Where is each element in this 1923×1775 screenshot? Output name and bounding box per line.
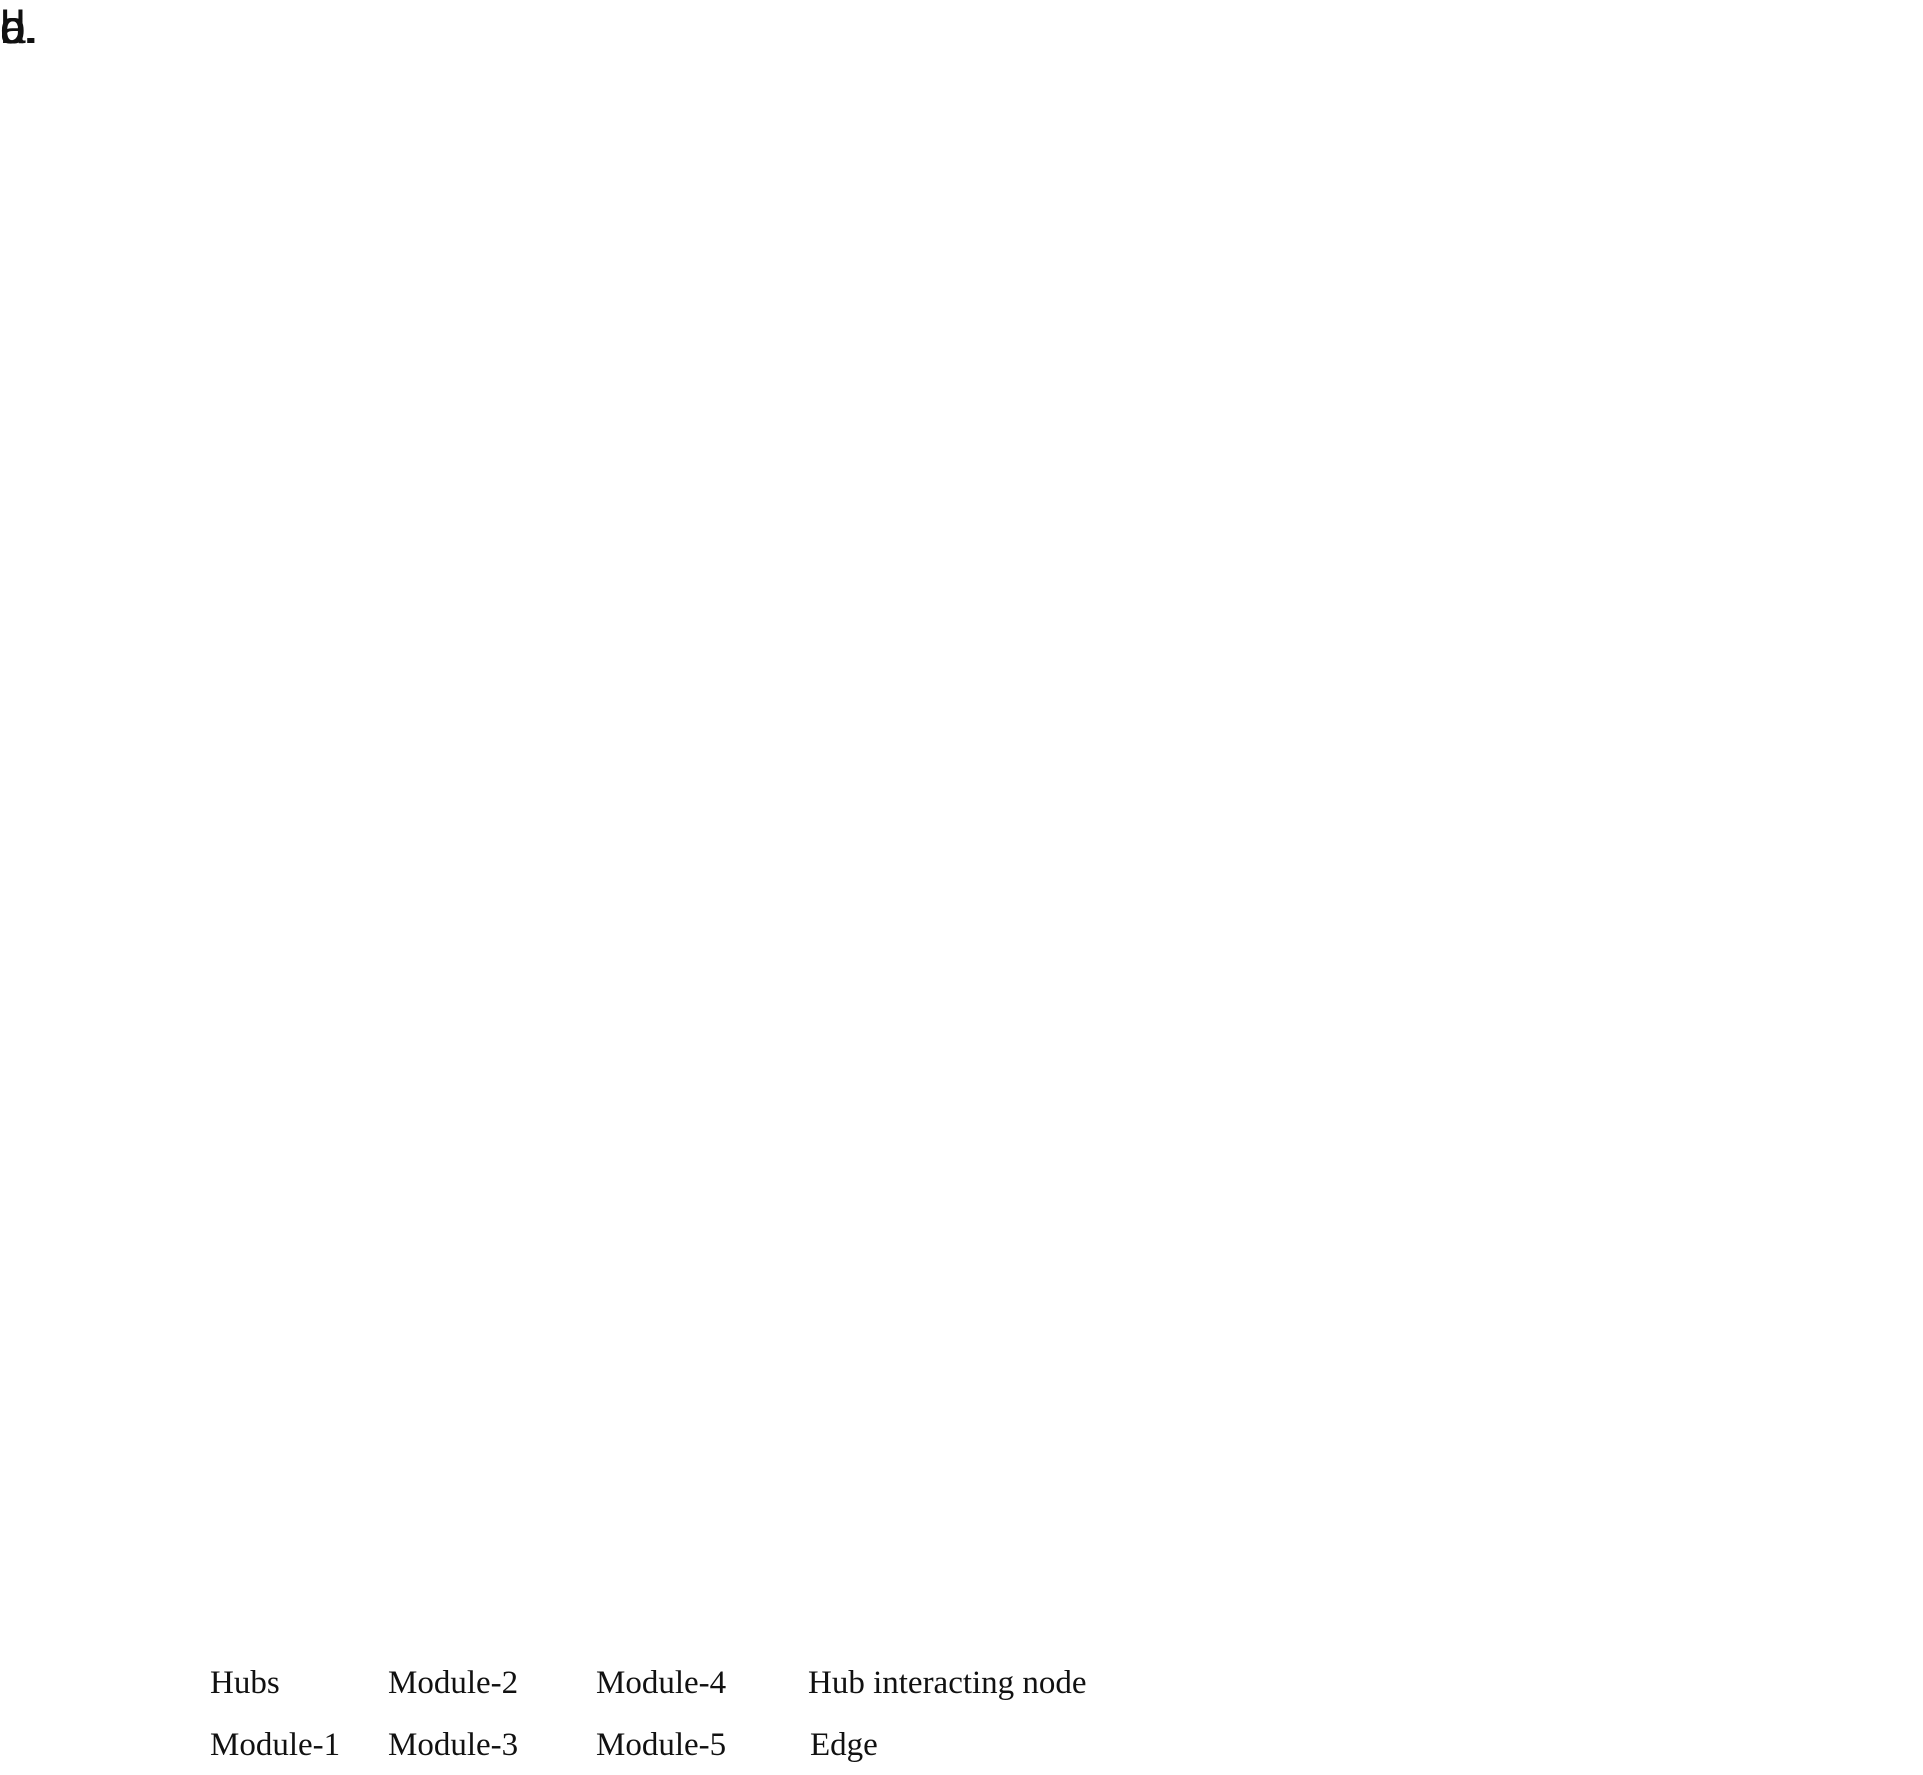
module3-swatch [328,1721,372,1769]
panel-letter-b: b. [0,1,39,53]
module5-swatch [536,1721,580,1769]
module4-swatch [536,1659,580,1707]
legend-item-module4: Module-4 [536,1659,748,1707]
legend-item-hubs: Hubs [150,1659,328,1707]
panel-letter-d: d. [0,1,39,53]
legend-item-module5: Module-5 [536,1721,748,1769]
legend-item-hub-interacting: Hub interacting node [748,1659,1168,1707]
legend-label: Module-3 [388,1726,519,1763]
edge-swatch [748,1742,794,1748]
legend-label: Hub interacting node [808,1664,1087,1701]
legend-item-module3: Module-3 [328,1721,536,1769]
legend-item-edge: Edge [748,1727,1168,1764]
legend: Hubs Module-2 Module-4 Hub interacting n… [150,1652,1200,1775]
legend-row-2: Module-1 Module-3 Module-5 Edge [150,1714,1200,1775]
module2-swatch [328,1659,372,1707]
legend-label: Hubs [210,1664,280,1701]
legend-label: Module-2 [388,1664,519,1701]
legend-label: Module-4 [596,1664,727,1701]
module1-swatch [150,1721,194,1769]
legend-label: Edge [810,1726,878,1763]
hub-swatch [150,1659,194,1707]
panel-letter-c: c. [0,1,36,53]
hub-interacting-swatch [748,1659,792,1707]
legend-label: Module-1 [210,1726,341,1763]
legend-item-module1: Module-1 [150,1721,340,1769]
legend-row-1: Hubs Module-2 Module-4 Hub interacting n… [150,1652,1200,1714]
legend-item-module2: Module-2 [328,1659,536,1707]
panel-letter-a: a. [0,1,39,53]
legend-label: Module-5 [596,1726,727,1763]
